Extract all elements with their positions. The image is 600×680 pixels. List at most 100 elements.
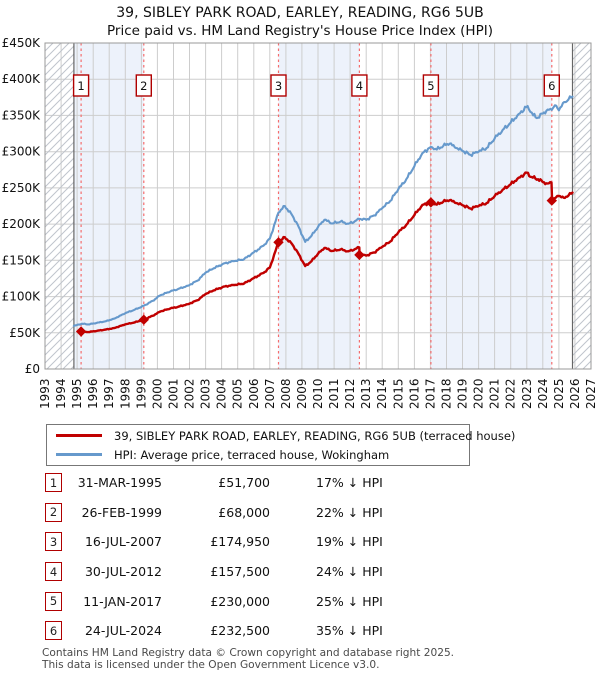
sale-price: £232,500 xyxy=(210,623,270,639)
svg-text:6: 6 xyxy=(548,79,555,93)
svg-text:2012: 2012 xyxy=(343,378,357,409)
sale-date: 30-JUL-2012 xyxy=(84,564,162,580)
svg-text:£350K: £350K xyxy=(2,108,42,122)
svg-text:2025: 2025 xyxy=(552,378,566,409)
sale-price: £230,000 xyxy=(210,593,270,609)
sale-date: 26-FEB-1999 xyxy=(81,504,162,520)
svg-text:2: 2 xyxy=(140,79,147,93)
sale-number-badge: 4 xyxy=(45,562,62,582)
sale-number-badge: 6 xyxy=(45,621,62,641)
svg-text:2010: 2010 xyxy=(311,378,325,409)
sale-number-marker: 2 xyxy=(135,74,153,97)
sale-date: 24-JUL-2024 xyxy=(84,623,162,639)
svg-text:£0: £0 xyxy=(25,362,40,376)
svg-text:2007: 2007 xyxy=(263,378,277,409)
sale-price: £68,000 xyxy=(218,504,270,520)
svg-text:2004: 2004 xyxy=(215,378,229,409)
svg-text:£300K: £300K xyxy=(2,145,42,159)
table-row: 6 24-JUL-2024 £232,500 35% ↓ HPI xyxy=(45,616,383,646)
sale-number-badge: 5 xyxy=(45,591,62,611)
sale-number-badge: 2 xyxy=(45,502,62,522)
svg-text:2016: 2016 xyxy=(407,378,421,409)
footer-line-2: This data is licensed under the Open Gov… xyxy=(42,658,380,671)
sales-table: 1 31-MAR-1995 £51,700 17% ↓ HPI 2 26-FEB… xyxy=(45,468,383,646)
table-row: 3 16-JUL-2007 £174,950 19% ↓ HPI xyxy=(45,527,383,557)
hpi-line-swatch xyxy=(56,453,102,456)
sale-number-marker: 3 xyxy=(270,74,287,97)
svg-text:2018: 2018 xyxy=(440,378,454,409)
sale-price: £174,950 xyxy=(210,534,270,550)
sale-hpi-delta: 35% ↓ HPI xyxy=(316,623,383,639)
legend-label-property: 39, SIBLEY PARK ROAD, EARLEY, READING, R… xyxy=(114,428,516,443)
hpi-line xyxy=(72,95,574,327)
no-data-hatch-left xyxy=(45,43,74,369)
svg-text:3: 3 xyxy=(275,79,282,93)
page-title: 39, SIBLEY PARK ROAD, EARLEY, READING, R… xyxy=(116,5,484,21)
legend: 39, SIBLEY PARK ROAD, EARLEY, READING, R… xyxy=(46,424,515,466)
sale-number-marker: 6 xyxy=(543,74,560,97)
footer-line-1: Contains HM Land Registry data © Crown c… xyxy=(42,647,455,659)
table-row: 5 11-JAN-2017 £230,000 25% ↓ HPI xyxy=(45,586,383,616)
sale-number-badge: 1 xyxy=(45,473,62,493)
sale-number-marker: 4 xyxy=(351,74,368,97)
svg-text:4: 4 xyxy=(356,79,363,93)
y-axis-labels: £0 £50K £100K £150K £200K £250K £300K £350K £400… xyxy=(2,36,42,376)
svg-text:2026: 2026 xyxy=(568,378,582,409)
sale-price: £157,500 xyxy=(210,564,270,580)
sale-hpi-delta: 22% ↓ HPI xyxy=(316,504,383,520)
license-footer: Contains HM Land Registry data © Crown c… xyxy=(42,647,455,671)
svg-text:5: 5 xyxy=(427,79,434,93)
sale-date: 11-JAN-2017 xyxy=(83,593,162,609)
sale-price: £51,700 xyxy=(218,475,270,491)
svg-text:2000: 2000 xyxy=(150,378,164,409)
svg-text:£400K: £400K xyxy=(2,72,42,86)
sale-date: 31-MAR-1995 xyxy=(77,475,162,491)
sale-markers xyxy=(75,195,557,337)
svg-text:£100K: £100K xyxy=(2,290,42,304)
legend-item-property: 39, SIBLEY PARK ROAD, EARLEY, READING, R… xyxy=(56,429,515,443)
sale-number-badge: 3 xyxy=(45,532,62,552)
sale-hpi-delta: 19% ↓ HPI xyxy=(316,534,383,550)
property-line-swatch xyxy=(56,434,102,437)
svg-text:1998: 1998 xyxy=(118,378,132,409)
svg-text:1: 1 xyxy=(77,79,84,93)
price-history-chart: 1 2 3 4 5 6 £0 £50K £100K £150K £200K £250K £300K £35… xyxy=(2,36,598,409)
svg-text:2008: 2008 xyxy=(279,378,293,409)
svg-text:2002: 2002 xyxy=(183,378,197,409)
sale-hpi-delta: 24% ↓ HPI xyxy=(316,564,383,580)
svg-text:2006: 2006 xyxy=(247,378,261,409)
svg-text:1995: 1995 xyxy=(70,378,84,409)
no-data-hatch-right xyxy=(572,43,591,369)
property-price-line xyxy=(79,171,574,334)
svg-text:2021: 2021 xyxy=(488,378,502,409)
svg-text:1994: 1994 xyxy=(54,378,68,409)
sale-hpi-delta: 25% ↓ HPI xyxy=(316,593,383,609)
legend-label-hpi: HPI: Average price, terraced house, Woki… xyxy=(114,447,390,462)
sale-date: 16-JUL-2007 xyxy=(84,534,162,550)
svg-text:1999: 1999 xyxy=(134,378,148,409)
legend-item-hpi: HPI: Average price, terraced house, Woki… xyxy=(56,448,469,462)
x-axis-labels: 1993 1994 1995 1996 1997 1998 1999 2000 2001 2002… xyxy=(38,378,598,409)
svg-text:£150K: £150K xyxy=(2,253,42,267)
svg-text:2023: 2023 xyxy=(520,378,534,409)
svg-text:1997: 1997 xyxy=(102,378,116,409)
sale-number-marker: 1 xyxy=(72,74,90,97)
ownership-band xyxy=(430,43,552,369)
svg-text:2013: 2013 xyxy=(359,378,373,409)
svg-text:2022: 2022 xyxy=(504,378,518,409)
sale-hpi-delta: 17% ↓ HPI xyxy=(316,475,383,491)
svg-text:2020: 2020 xyxy=(472,378,486,409)
page-subtitle: Price paid vs. HM Land Registry's House … xyxy=(107,23,493,39)
svg-text:2005: 2005 xyxy=(231,378,245,409)
svg-text:£50K: £50K xyxy=(9,326,41,340)
svg-text:2017: 2017 xyxy=(423,378,437,409)
svg-text:£250K: £250K xyxy=(2,181,42,195)
svg-text:1996: 1996 xyxy=(86,378,100,409)
ownership-band xyxy=(278,43,360,369)
svg-text:2015: 2015 xyxy=(391,378,405,409)
svg-text:£450K: £450K xyxy=(2,36,42,50)
sale-number-marker: 5 xyxy=(422,74,440,97)
table-row: 1 31-MAR-1995 £51,700 17% ↓ HPI xyxy=(45,468,383,498)
table-row: 2 26-FEB-1999 £68,000 22% ↓ HPI xyxy=(45,498,383,528)
